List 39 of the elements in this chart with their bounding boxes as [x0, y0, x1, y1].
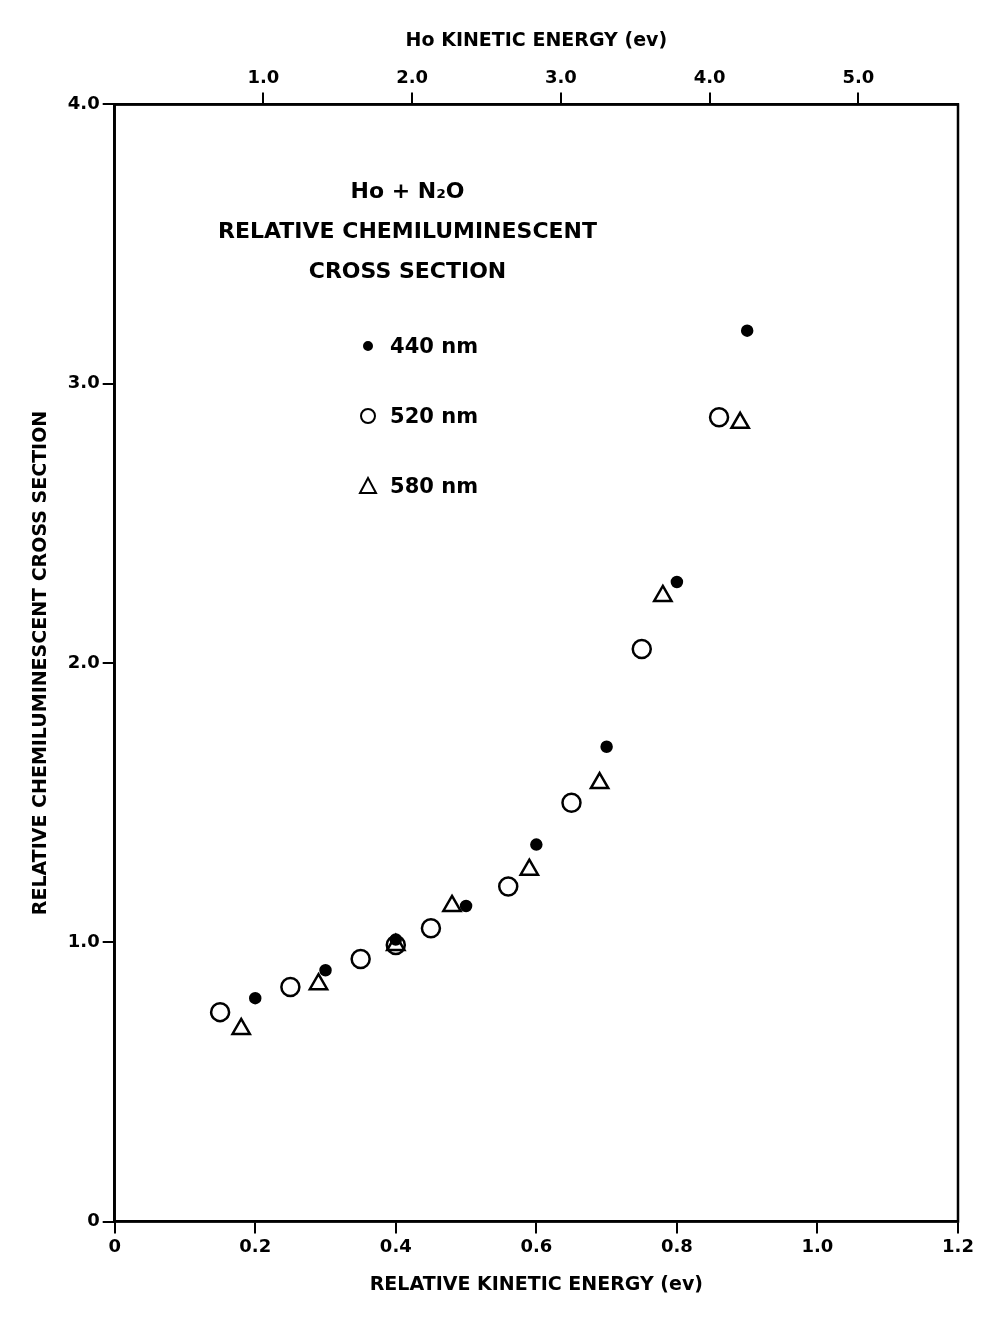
- legend-label: 580 nm: [390, 474, 479, 499]
- x2-tick-label: 2.0: [396, 66, 429, 88]
- point: [600, 740, 613, 754]
- point: [740, 324, 754, 337]
- y-tick-label: 4.0: [67, 92, 100, 114]
- point: [459, 899, 473, 913]
- x2-tick-label: 3.0: [544, 66, 577, 88]
- point: [708, 406, 730, 428]
- point: [350, 948, 371, 970]
- legend-title: Ho + N₂O RELATIVE CHEMILUMINESCENT CROSS SECTION: [218, 177, 597, 286]
- x2-axis-title: Ho KINETIC ENERGY (ev): [405, 28, 668, 51]
- x-tick-label: 0.2: [239, 1235, 272, 1257]
- point: [561, 792, 582, 813]
- point: [530, 838, 543, 851]
- point: [631, 638, 653, 660]
- point: [420, 918, 442, 939]
- y-axis-title: RELATIVE CHEMILUMINESCENT CROSS SECTION: [28, 410, 51, 916]
- point: [209, 1001, 231, 1023]
- y-tick-label: 3.0: [67, 371, 100, 393]
- legend-label: 440 nm: [390, 334, 479, 359]
- x-tick-label: 0.4: [379, 1235, 412, 1257]
- x2-tick-label: 5.0: [842, 66, 875, 88]
- x-axis-title: RELATIVE KINETIC ENERGY (ev): [369, 1271, 703, 1294]
- point: [497, 876, 519, 897]
- x-tick-label: 0.8: [660, 1235, 693, 1257]
- point: [319, 963, 332, 977]
- x2-tick-label: 4.0: [693, 66, 726, 88]
- y-tick-label: 0: [87, 1209, 100, 1231]
- x-tick-label: 0: [108, 1235, 121, 1257]
- point: [280, 976, 301, 998]
- x-tick-label: 1.0: [801, 1235, 834, 1257]
- point: [670, 575, 684, 589]
- y-tick-label: 1.0: [67, 929, 100, 951]
- x-tick-label: 1.2: [942, 1235, 974, 1257]
- legend-label: 520 nm: [390, 404, 479, 429]
- x2-tick-label: 1.0: [247, 66, 280, 88]
- x-tick-label: 0.6: [520, 1235, 553, 1257]
- point: [248, 991, 262, 1005]
- y-tick-label: 2.0: [67, 650, 100, 672]
